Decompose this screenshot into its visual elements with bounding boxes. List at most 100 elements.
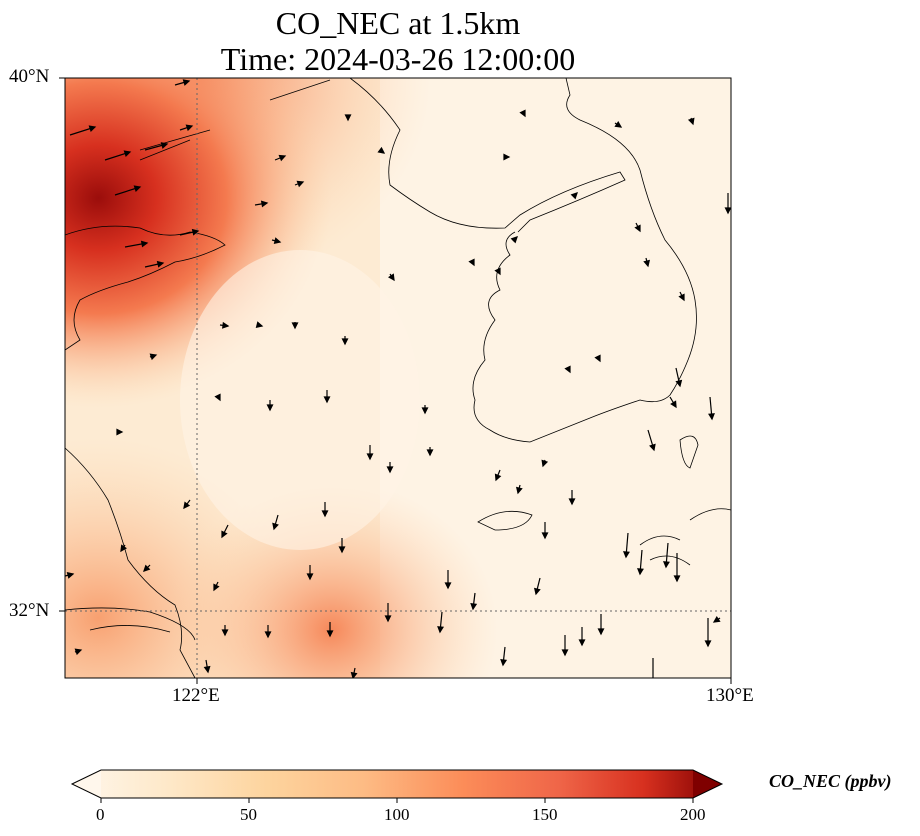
wind-arrowhead [724, 207, 731, 215]
wind-arrowhead [541, 532, 549, 540]
wind-arrowhead [594, 354, 601, 363]
map-title: CO_NEC at 1.5km [275, 5, 521, 41]
wind-arrowhead [708, 413, 715, 421]
wind-arrowhead [273, 237, 282, 245]
wind-arrowhead [222, 321, 230, 329]
wind-arrowhead [140, 240, 149, 248]
wind-arrowhead [66, 571, 75, 579]
wind-arrowhead [191, 228, 200, 236]
wind-arrowhead [663, 561, 670, 569]
wind-arrowhead [533, 587, 541, 596]
colorbar-tick-0: 0 [96, 805, 105, 824]
wind-arrowhead [388, 273, 395, 282]
wind-arrowhead [643, 259, 651, 268]
wind-arrowhead [519, 109, 526, 118]
wind-vectors [65, 79, 731, 686]
wind-arrowhead [120, 544, 127, 553]
wind-arrowhead [673, 575, 681, 583]
wind-arrowhead [338, 546, 346, 554]
wind-arrowhead [306, 573, 314, 581]
wind-arrowhead [143, 564, 151, 572]
wind-arrowhead [203, 665, 211, 674]
wind-arrowhead [541, 459, 549, 468]
wind-arrowhead [185, 124, 194, 132]
wind-arrowhead [503, 153, 511, 161]
concentration-field [65, 78, 731, 686]
wind-arrowhead [637, 568, 644, 576]
wind-arrowhead [221, 530, 228, 539]
wind-arrowhead [651, 681, 656, 686]
wind-arrowhead [670, 400, 677, 409]
wind-arrowhead [326, 630, 334, 638]
colorbar-tick-150: 150 [532, 805, 558, 824]
lon-tick-130e: 130°E [706, 685, 754, 706]
wind-arrowhead [272, 522, 279, 531]
wind-arrowhead [623, 551, 630, 559]
wind-arrowhead [160, 142, 169, 149]
wind-arrowhead [264, 631, 272, 639]
map-frame [64, 77, 732, 679]
wind-arrowhead [687, 117, 695, 126]
wind-arrowhead [634, 224, 641, 233]
wind-arrowhead [561, 649, 569, 657]
wind-arrowhead [350, 671, 358, 678]
wind-arrowhead [88, 125, 97, 133]
coastline [65, 78, 731, 678]
wind-arrowhead [149, 353, 158, 361]
wind-arrowhead [704, 640, 712, 648]
wind-arrowhead [116, 428, 124, 436]
colorbar-tick-100: 100 [384, 805, 410, 824]
wind-arrowhead [568, 498, 576, 506]
wind-arrowhead [341, 338, 349, 346]
wind-arrowhead [74, 648, 83, 656]
wind-arrowhead [510, 236, 518, 244]
wind-arrowhead [123, 150, 132, 158]
wind-arrowhead [564, 365, 571, 374]
wind-arrowhead [182, 79, 191, 86]
wind-arrowhead [344, 114, 352, 122]
lat-tick-32n: 32°N [9, 600, 50, 621]
wind-arrowhead [494, 267, 501, 276]
wind-arrowhead [578, 639, 586, 647]
wind-arrowhead [377, 146, 386, 154]
colorbar-tick-50: 50 [240, 805, 257, 824]
wind-arrowhead [156, 260, 165, 268]
wind-arrowhead [321, 510, 329, 518]
wind-arrowhead [597, 628, 605, 636]
colorbar [70, 769, 724, 803]
wind-arrowhead [296, 180, 305, 188]
wind-arrowhead [133, 185, 142, 193]
lat-tick-40n: 40°N [9, 66, 50, 87]
wind-arrowhead [221, 629, 229, 637]
wind-arrowhead [291, 322, 299, 330]
wind-arrowhead [437, 626, 445, 634]
wind-arrowhead [386, 466, 394, 474]
wind-arrowhead [421, 407, 429, 415]
colorbar-tick-200: 200 [680, 805, 706, 824]
wind-arrowhead [444, 582, 452, 590]
wind-arrowhead [515, 486, 523, 495]
wind-arrowhead [649, 443, 656, 452]
wind-arrowhead [494, 473, 502, 482]
wind-arrowhead [266, 404, 274, 412]
wind-arrowhead [614, 121, 623, 128]
wind-arrowhead [384, 615, 392, 623]
wind-arrowhead [712, 616, 721, 623]
wind-arrowhead [366, 453, 374, 461]
wind-arrowhead [468, 258, 475, 267]
wind-arrowhead [426, 449, 434, 457]
wind-arrowhead [260, 200, 269, 208]
wind-arrowhead [213, 583, 220, 592]
map-time: Time: 2024-03-26 12:00:00 [220, 41, 576, 77]
wind-arrowhead [570, 192, 578, 200]
lon-tick-122e: 122°E [172, 685, 220, 706]
wind-arrowhead [678, 293, 685, 302]
wind-arrowhead [675, 379, 683, 388]
wind-arrowhead [500, 659, 508, 667]
colorbar-label: CO_NEC (ppbv) [769, 771, 892, 791]
wind-arrowhead [183, 501, 191, 510]
wind-arrowhead [278, 154, 287, 162]
wind-arrowhead [470, 603, 478, 611]
wind-arrowhead [214, 393, 221, 402]
